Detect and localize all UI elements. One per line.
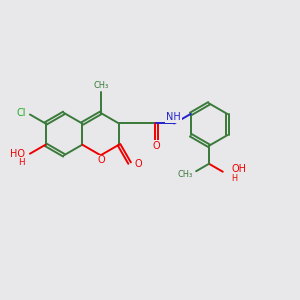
- Text: H: H: [231, 174, 237, 183]
- Text: H: H: [18, 158, 25, 167]
- Text: NH: NH: [166, 112, 181, 122]
- Text: O: O: [98, 155, 105, 165]
- Text: O: O: [135, 159, 142, 169]
- Text: Cl: Cl: [17, 108, 26, 118]
- Text: CH₃: CH₃: [93, 81, 108, 90]
- Text: HO: HO: [10, 149, 25, 159]
- Text: OH: OH: [231, 164, 246, 174]
- Text: CH₃: CH₃: [177, 169, 193, 178]
- Text: O: O: [153, 141, 160, 151]
